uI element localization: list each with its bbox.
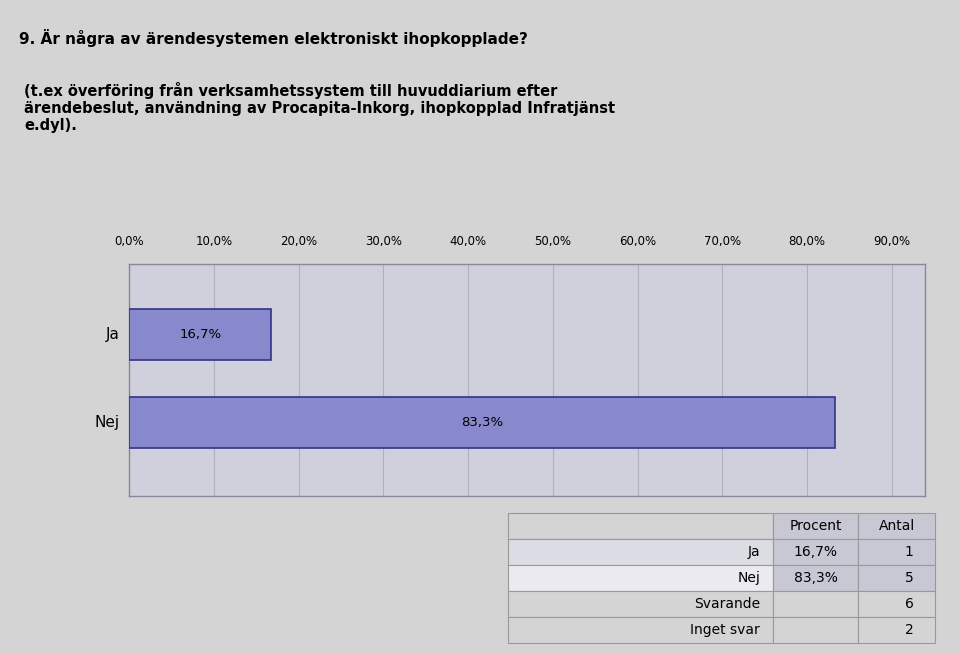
Text: 1: 1 [904, 545, 914, 559]
Text: 50,0%: 50,0% [534, 235, 572, 248]
Bar [773, 591, 858, 617]
Text: 10,0%: 10,0% [196, 235, 233, 248]
Bar [858, 565, 935, 591]
Text: 83,3%: 83,3% [461, 415, 503, 428]
Text: Inget svar: Inget svar [690, 623, 760, 637]
Bar [773, 513, 858, 539]
Bar [773, 617, 858, 643]
Text: 0,0%: 0,0% [115, 235, 144, 248]
Bar [858, 513, 935, 539]
Text: 30,0%: 30,0% [365, 235, 402, 248]
Bar [773, 565, 858, 591]
Text: Antal: Antal [878, 518, 915, 533]
Text: Ja: Ja [747, 545, 760, 559]
Bar [773, 539, 858, 565]
Text: Procent: Procent [789, 518, 842, 533]
Bar [858, 591, 935, 617]
Text: 9. Är några av ärendesystemen elektroniskt ihopkopplade?: 9. Är några av ärendesystemen elektronis… [19, 29, 528, 48]
Text: 70,0%: 70,0% [704, 235, 740, 248]
Bar [858, 539, 935, 565]
Text: 5: 5 [905, 571, 914, 585]
Text: Nej: Nej [737, 571, 760, 585]
Text: 16,7%: 16,7% [179, 328, 222, 340]
Text: 60,0%: 60,0% [619, 235, 656, 248]
Text: 83,3%: 83,3% [794, 571, 837, 585]
Bar [129, 396, 835, 447]
Bar [129, 308, 270, 360]
Text: 40,0%: 40,0% [450, 235, 487, 248]
Text: (t.ex överföring från verksamhetssystem till huvuddiarium efter
ärendebeslut, an: (t.ex överföring från verksamhetssystem … [24, 82, 615, 133]
Bar [508, 565, 773, 591]
Text: Svarande: Svarande [694, 597, 760, 611]
Text: 16,7%: 16,7% [793, 545, 837, 559]
Bar [508, 539, 773, 565]
Text: Ja: Ja [106, 326, 120, 342]
Bar [508, 617, 773, 643]
Text: 6: 6 [904, 597, 914, 611]
Bar [508, 591, 773, 617]
Text: 20,0%: 20,0% [280, 235, 317, 248]
Text: Nej: Nej [95, 415, 120, 430]
Text: 2: 2 [905, 623, 914, 637]
Bar [858, 617, 935, 643]
Text: 90,0%: 90,0% [873, 235, 910, 248]
Bar [508, 513, 773, 539]
Text: 80,0%: 80,0% [788, 235, 826, 248]
